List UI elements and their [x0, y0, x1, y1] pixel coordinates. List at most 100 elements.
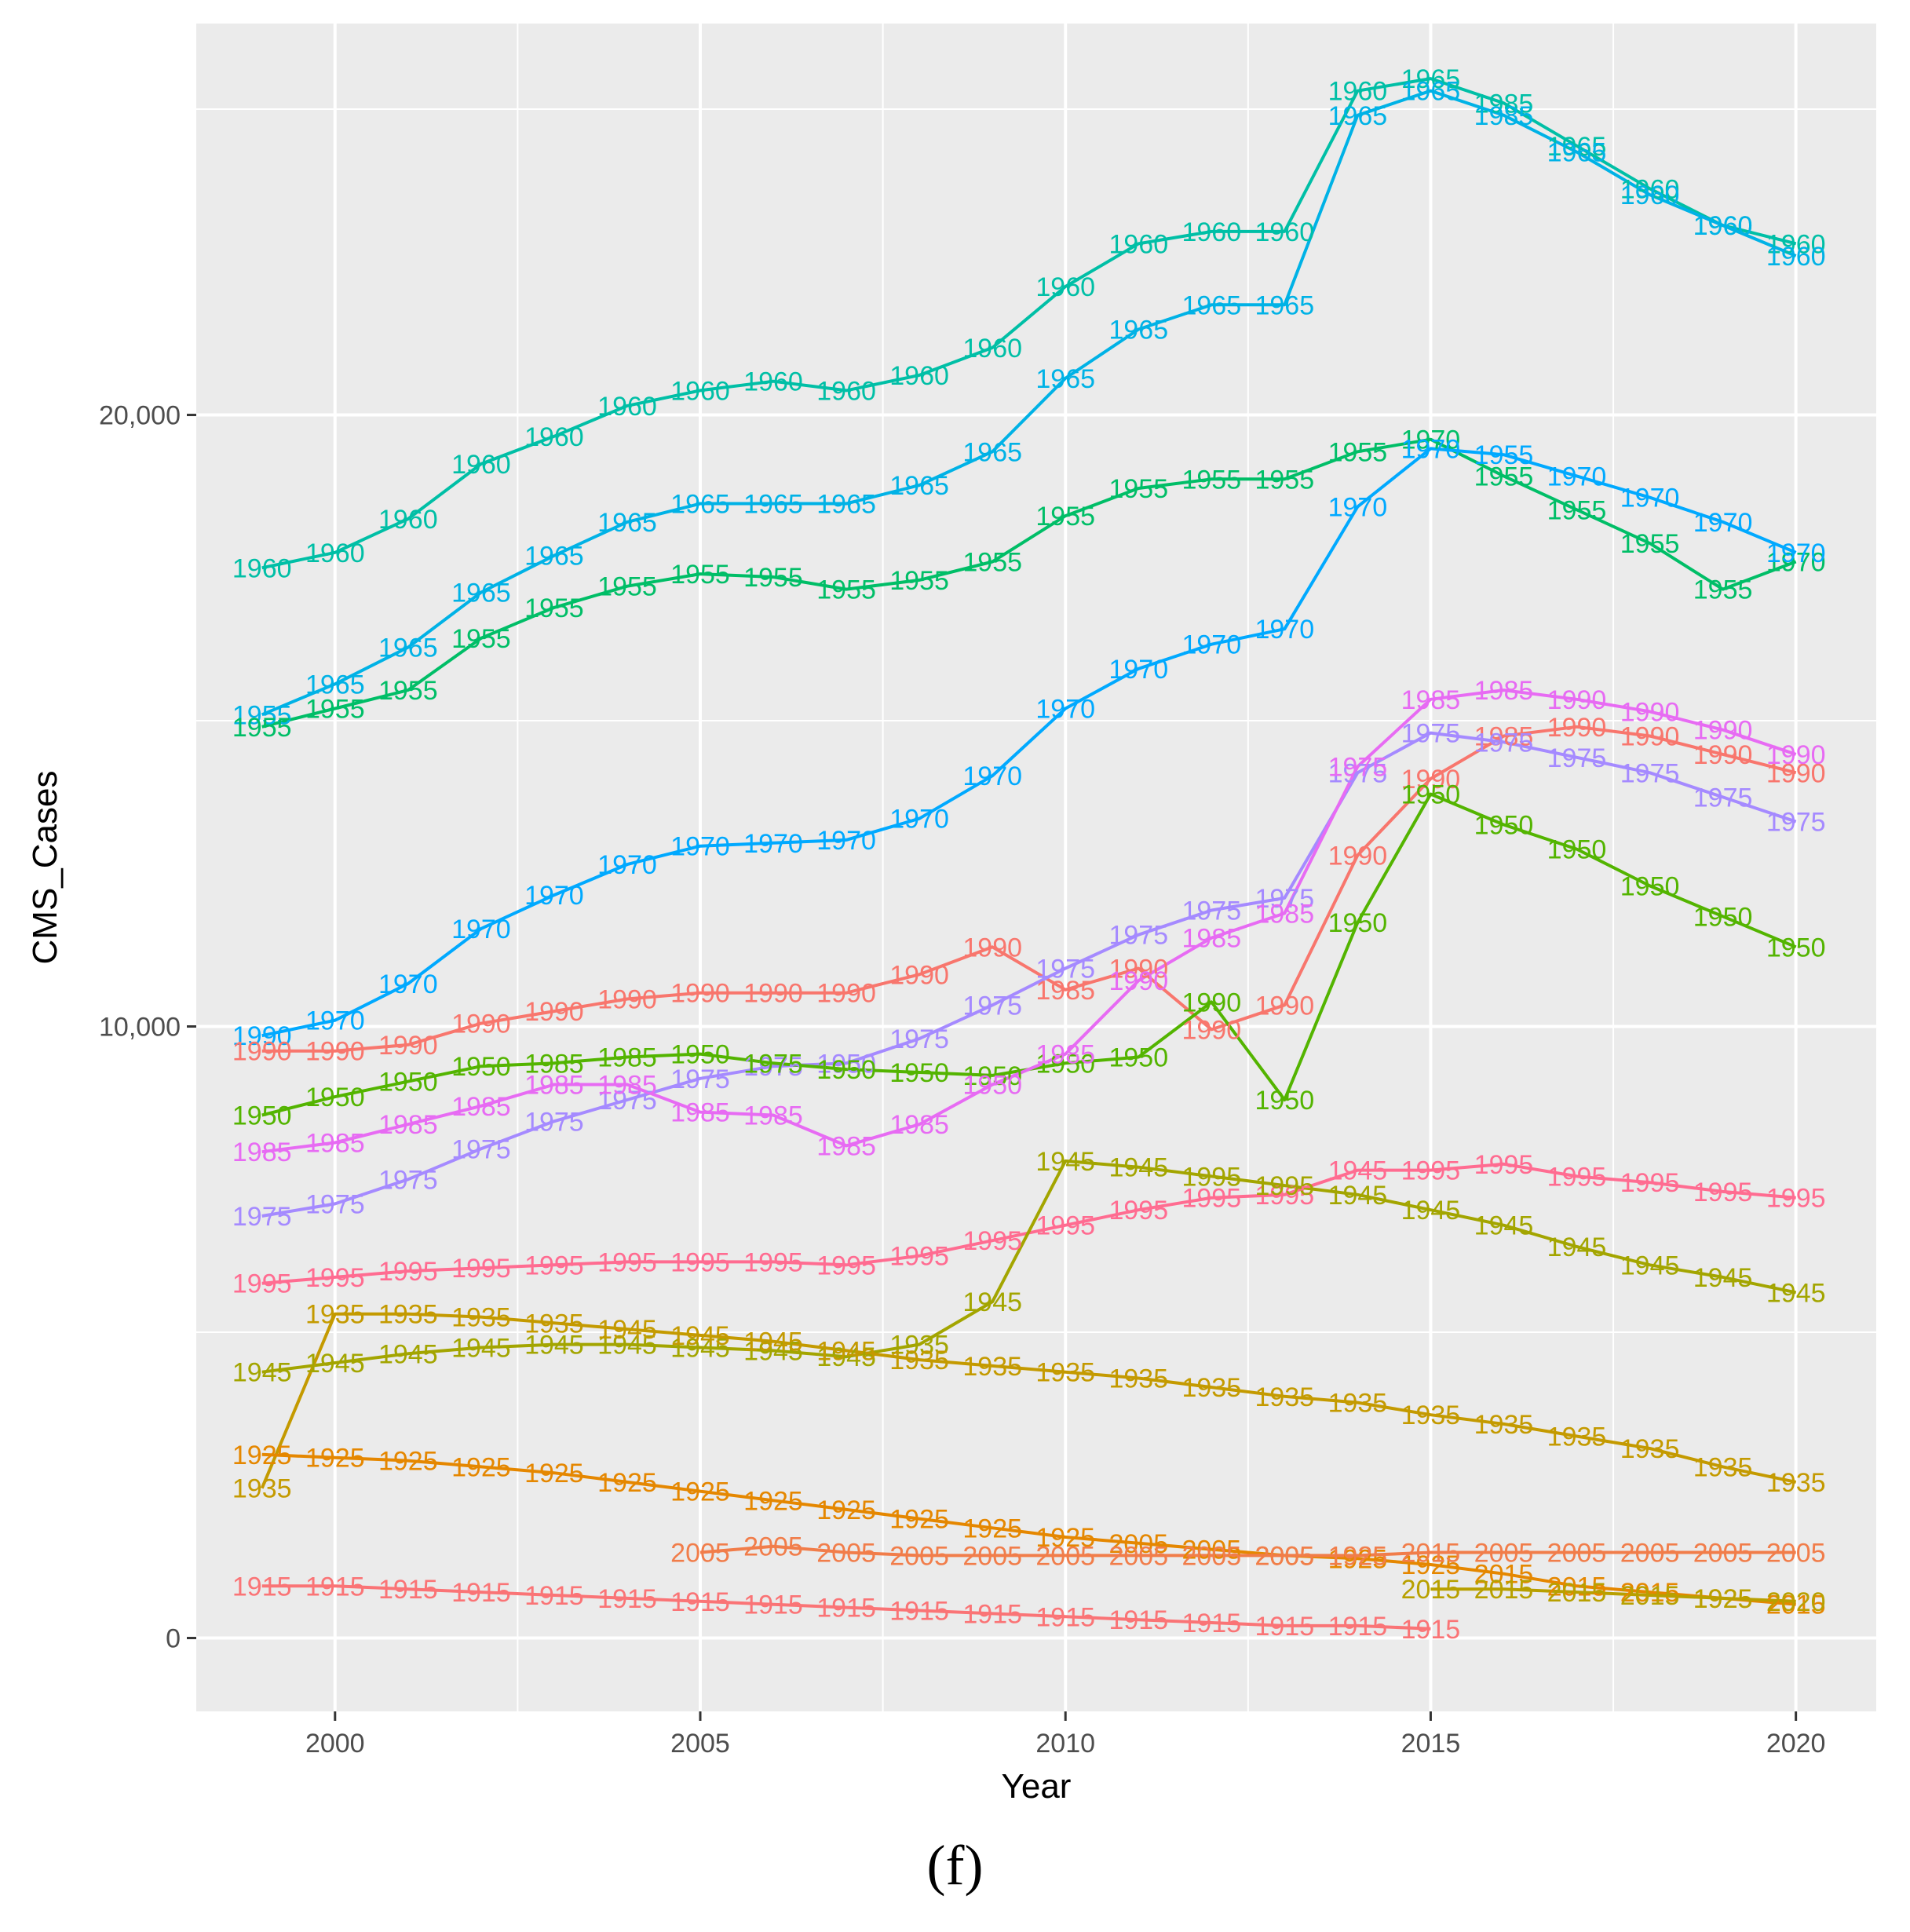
point-label-1965: 1965 [451, 579, 511, 608]
point-label-1965: 1965 [743, 490, 803, 520]
point-label-1965: 1965 [1547, 138, 1607, 168]
point-label-1985: 1985 [670, 1098, 730, 1128]
panel-background [196, 24, 1876, 1711]
point-label-1925: 1925 [1035, 1523, 1095, 1553]
point-label-1935: 1935 [232, 1474, 292, 1504]
point-label-1995: 1995 [232, 1269, 292, 1299]
point-label-1955: 1955 [1693, 575, 1753, 605]
point-label-1985: 1990 [1108, 966, 1168, 996]
point-label-1945: 1945 [1035, 1147, 1095, 1177]
point-label-1945: 1945 [1693, 1263, 1753, 1293]
point-label-1960: 1960 [1766, 229, 1826, 259]
point-label-2005: 1925 [1328, 1541, 1388, 1571]
point-label-1945: 1945 [451, 1334, 511, 1364]
point-label-1990: 1990 [597, 985, 657, 1015]
point-label-1975: 1975 [1547, 743, 1607, 773]
point-label-1955: 1955 [1254, 465, 1314, 495]
point-label-1955: 1970 [1766, 548, 1826, 578]
point-label-1960: 1960 [305, 539, 365, 568]
point-label-1915: 1915 [378, 1575, 438, 1605]
point-label-1925: 2005 [1254, 1541, 1314, 1571]
point-label-1925: 1925 [1328, 1544, 1388, 1574]
point-label-2015: 2015 [1620, 1581, 1680, 1611]
point-label-1915: 1915 [743, 1591, 803, 1620]
point-label-1970: 1970 [1401, 434, 1461, 464]
point-label-1990: 1990 [378, 1031, 438, 1061]
point-label-1955: 1955 [816, 575, 876, 605]
point-label-1945: 1945 [378, 1339, 438, 1369]
point-label-1975: 1975 [232, 1202, 292, 1232]
point-label-1915: 1915 [816, 1594, 876, 1623]
point-label-2005: 2005 [743, 1532, 803, 1562]
point-label-1960: 1960 [1328, 77, 1388, 107]
point-label-1995: 1995 [816, 1251, 876, 1280]
point-label-1935: 1935 [1035, 1358, 1095, 1388]
point-label-1960: 1965 [1547, 132, 1607, 162]
y-tick-label: 10,000 [99, 1013, 181, 1043]
point-label-1960: 1960 [1035, 272, 1095, 302]
point-label-1925: 1925 [962, 1514, 1022, 1543]
point-label-1970: 1970 [1328, 492, 1388, 522]
point-label-1965: 1965 [670, 490, 730, 520]
point-label-2005: 2015 [1401, 1539, 1461, 1569]
point-label-1970: 1970 [816, 826, 876, 856]
point-label-1935: 1935 [378, 1300, 438, 1330]
point-label-2005: 2005 [670, 1539, 730, 1569]
point-label-1965: 1965 [962, 437, 1022, 467]
point-label-1975: 1975 [597, 1086, 657, 1116]
point-label-1960: 1965 [1401, 64, 1461, 94]
point-label-1975: 1975 [743, 1052, 803, 1082]
point-label-2005: 2005 [889, 1541, 949, 1571]
point-label-1945: 1945 [1108, 1153, 1168, 1183]
point-label-1925: 1925 [889, 1505, 949, 1535]
point-label-1990: 1990 [889, 960, 949, 990]
point-label-1990: 1990 [1254, 991, 1314, 1021]
point-label-2005: 2005 [1254, 1541, 1314, 1571]
point-label-1975: 1975 [670, 1065, 730, 1094]
point-label-1945: 1945 [670, 1334, 730, 1364]
point-label-1975: 1975 [1254, 884, 1314, 914]
point-label-1995: 1995 [1035, 1211, 1095, 1241]
point-label-1985: 1985 [816, 1131, 876, 1161]
point-label-1935: 1945 [743, 1328, 803, 1357]
point-label-1990: 1990 [1620, 722, 1680, 752]
point-label-1960: 1960 [816, 376, 876, 406]
point-label-1945: 1945 [305, 1349, 365, 1379]
point-label-1985: 1985 [597, 1071, 657, 1101]
point-label-1960: 1960 [889, 361, 949, 391]
point-label-1985: 1985 [451, 1092, 511, 1122]
point-label-1970: 1970 [1108, 655, 1168, 685]
y-axis-title: CMS_Cases [26, 771, 64, 965]
point-label-1965: 1965 [1108, 316, 1168, 345]
point-label-2005: 2005 [1474, 1539, 1534, 1569]
series-line-1955 [261, 437, 1797, 729]
point-label-1985: 1985 [524, 1071, 584, 1101]
point-label-1965: 1965 [816, 490, 876, 520]
point-label-1950: 1950 [305, 1083, 365, 1112]
point-label-1970: 1970 [1693, 508, 1753, 538]
point-label-1925: 2015 [1620, 1578, 1680, 1608]
point-label-1950: 1950 [1035, 1049, 1095, 1079]
point-label-1935: 1935 [1620, 1434, 1680, 1464]
point-label-1970: 1970 [1254, 615, 1314, 645]
point-label-1990: 1990 [1401, 765, 1461, 794]
point-label-1965: 1965 [524, 542, 584, 572]
point-label-1965: 1985 [1474, 101, 1534, 131]
point-label-1985: 1985 [889, 1110, 949, 1140]
point-label-2005: 2005 [816, 1539, 876, 1569]
series-line-1925 [261, 1452, 1796, 1606]
point-label-1915: 1915 [524, 1581, 584, 1611]
point-label-1990: 1985 [1474, 722, 1534, 752]
point-label-1950: 1950 [1766, 933, 1826, 962]
point-label-2015: 2020 [1766, 1587, 1826, 1617]
point-label-1975: 1975 [1474, 728, 1534, 758]
point-label-1925: 1925 [597, 1468, 657, 1498]
point-label-1990: 1990 [1693, 740, 1753, 770]
point-label-1990: 1990 [1181, 1015, 1241, 1045]
point-label-2005: 2005 [1108, 1541, 1168, 1571]
point-label-1955: 1970 [1401, 425, 1461, 455]
point-label-1960: 1960 [1108, 229, 1168, 259]
point-label-1950: 1950 [816, 1055, 876, 1085]
point-label-1965: 1965 [1401, 77, 1461, 107]
